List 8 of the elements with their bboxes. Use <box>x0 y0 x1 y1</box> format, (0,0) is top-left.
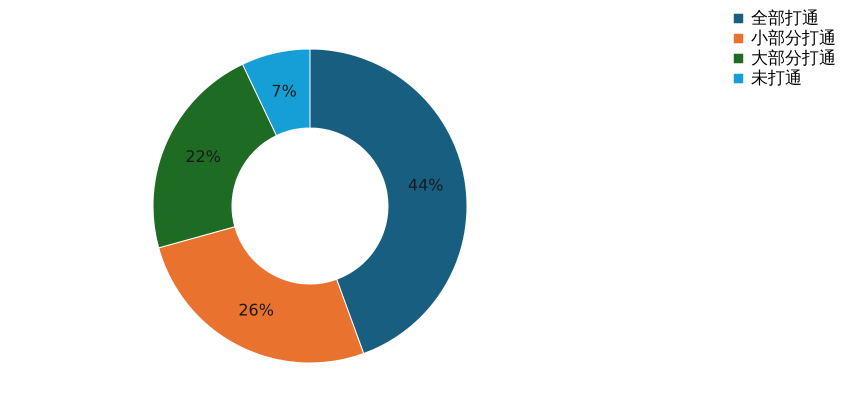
legend-label: 全部打通 <box>751 8 819 28</box>
data-label: 22% <box>185 147 221 166</box>
legend-label: 大部分打通 <box>751 48 836 68</box>
data-label: 7% <box>271 81 297 100</box>
data-label: 26% <box>238 300 274 320</box>
legend-label: 小部分打通 <box>751 28 836 48</box>
data-label: 44% <box>408 176 444 195</box>
legend-label: 未打通 <box>751 68 802 88</box>
